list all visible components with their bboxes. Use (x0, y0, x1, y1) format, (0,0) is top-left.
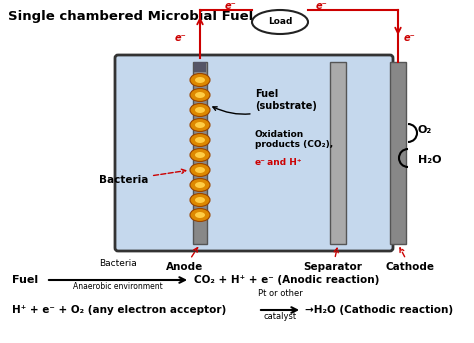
Text: H₂O: H₂O (418, 155, 441, 165)
Text: Separator: Separator (303, 248, 363, 272)
Text: H⁺ + e⁻ + O₂ (any electron acceptor): H⁺ + e⁻ + O₂ (any electron acceptor) (12, 305, 226, 315)
Ellipse shape (252, 10, 308, 34)
Text: Anaerobic environment: Anaerobic environment (73, 282, 163, 291)
Ellipse shape (190, 164, 210, 177)
Bar (193, 62, 207, 244)
Text: O₂: O₂ (418, 125, 432, 135)
Ellipse shape (195, 137, 205, 143)
Ellipse shape (195, 107, 205, 113)
Text: catalyst: catalyst (264, 312, 297, 321)
Ellipse shape (195, 167, 205, 173)
Ellipse shape (190, 73, 210, 86)
Ellipse shape (190, 209, 210, 222)
Bar (330, 62, 346, 244)
Ellipse shape (195, 182, 205, 188)
Ellipse shape (190, 178, 210, 191)
Text: Load: Load (268, 17, 292, 26)
Ellipse shape (190, 149, 210, 162)
Text: and H⁺: and H⁺ (264, 158, 301, 167)
Ellipse shape (195, 92, 205, 98)
Text: Oxidation
products (CO₂),: Oxidation products (CO₂), (255, 130, 333, 150)
Bar (390, 62, 406, 244)
Text: e⁻: e⁻ (224, 1, 236, 11)
Ellipse shape (190, 118, 210, 131)
Text: Fuel
(substrate): Fuel (substrate) (213, 89, 317, 114)
Text: e⁻: e⁻ (255, 158, 266, 167)
Bar (194, 62, 206, 72)
Text: Bacteria: Bacteria (99, 169, 186, 185)
Ellipse shape (190, 133, 210, 146)
Text: Fuel: Fuel (12, 275, 38, 285)
Text: Pt or other: Pt or other (258, 289, 302, 298)
Text: Single chambered Microbial Fuel: Single chambered Microbial Fuel (8, 10, 253, 23)
Ellipse shape (195, 152, 205, 158)
Text: CO₂ + H⁺ + e⁻ (Anodic reaction): CO₂ + H⁺ + e⁻ (Anodic reaction) (194, 275, 379, 285)
Text: →H₂O (Cathodic reaction): →H₂O (Cathodic reaction) (305, 305, 453, 315)
Text: Anode: Anode (166, 248, 204, 272)
Ellipse shape (190, 193, 210, 206)
Text: e⁻: e⁻ (404, 33, 416, 43)
Text: e⁻: e⁻ (316, 1, 328, 11)
Text: Cathode: Cathode (385, 248, 435, 272)
FancyBboxPatch shape (115, 55, 393, 251)
Ellipse shape (195, 77, 205, 83)
Text: e⁻: e⁻ (174, 33, 186, 43)
Ellipse shape (190, 104, 210, 117)
Ellipse shape (195, 122, 205, 128)
Ellipse shape (190, 88, 210, 102)
Text: Bacteria: Bacteria (99, 259, 137, 268)
Ellipse shape (195, 212, 205, 218)
Ellipse shape (195, 197, 205, 203)
